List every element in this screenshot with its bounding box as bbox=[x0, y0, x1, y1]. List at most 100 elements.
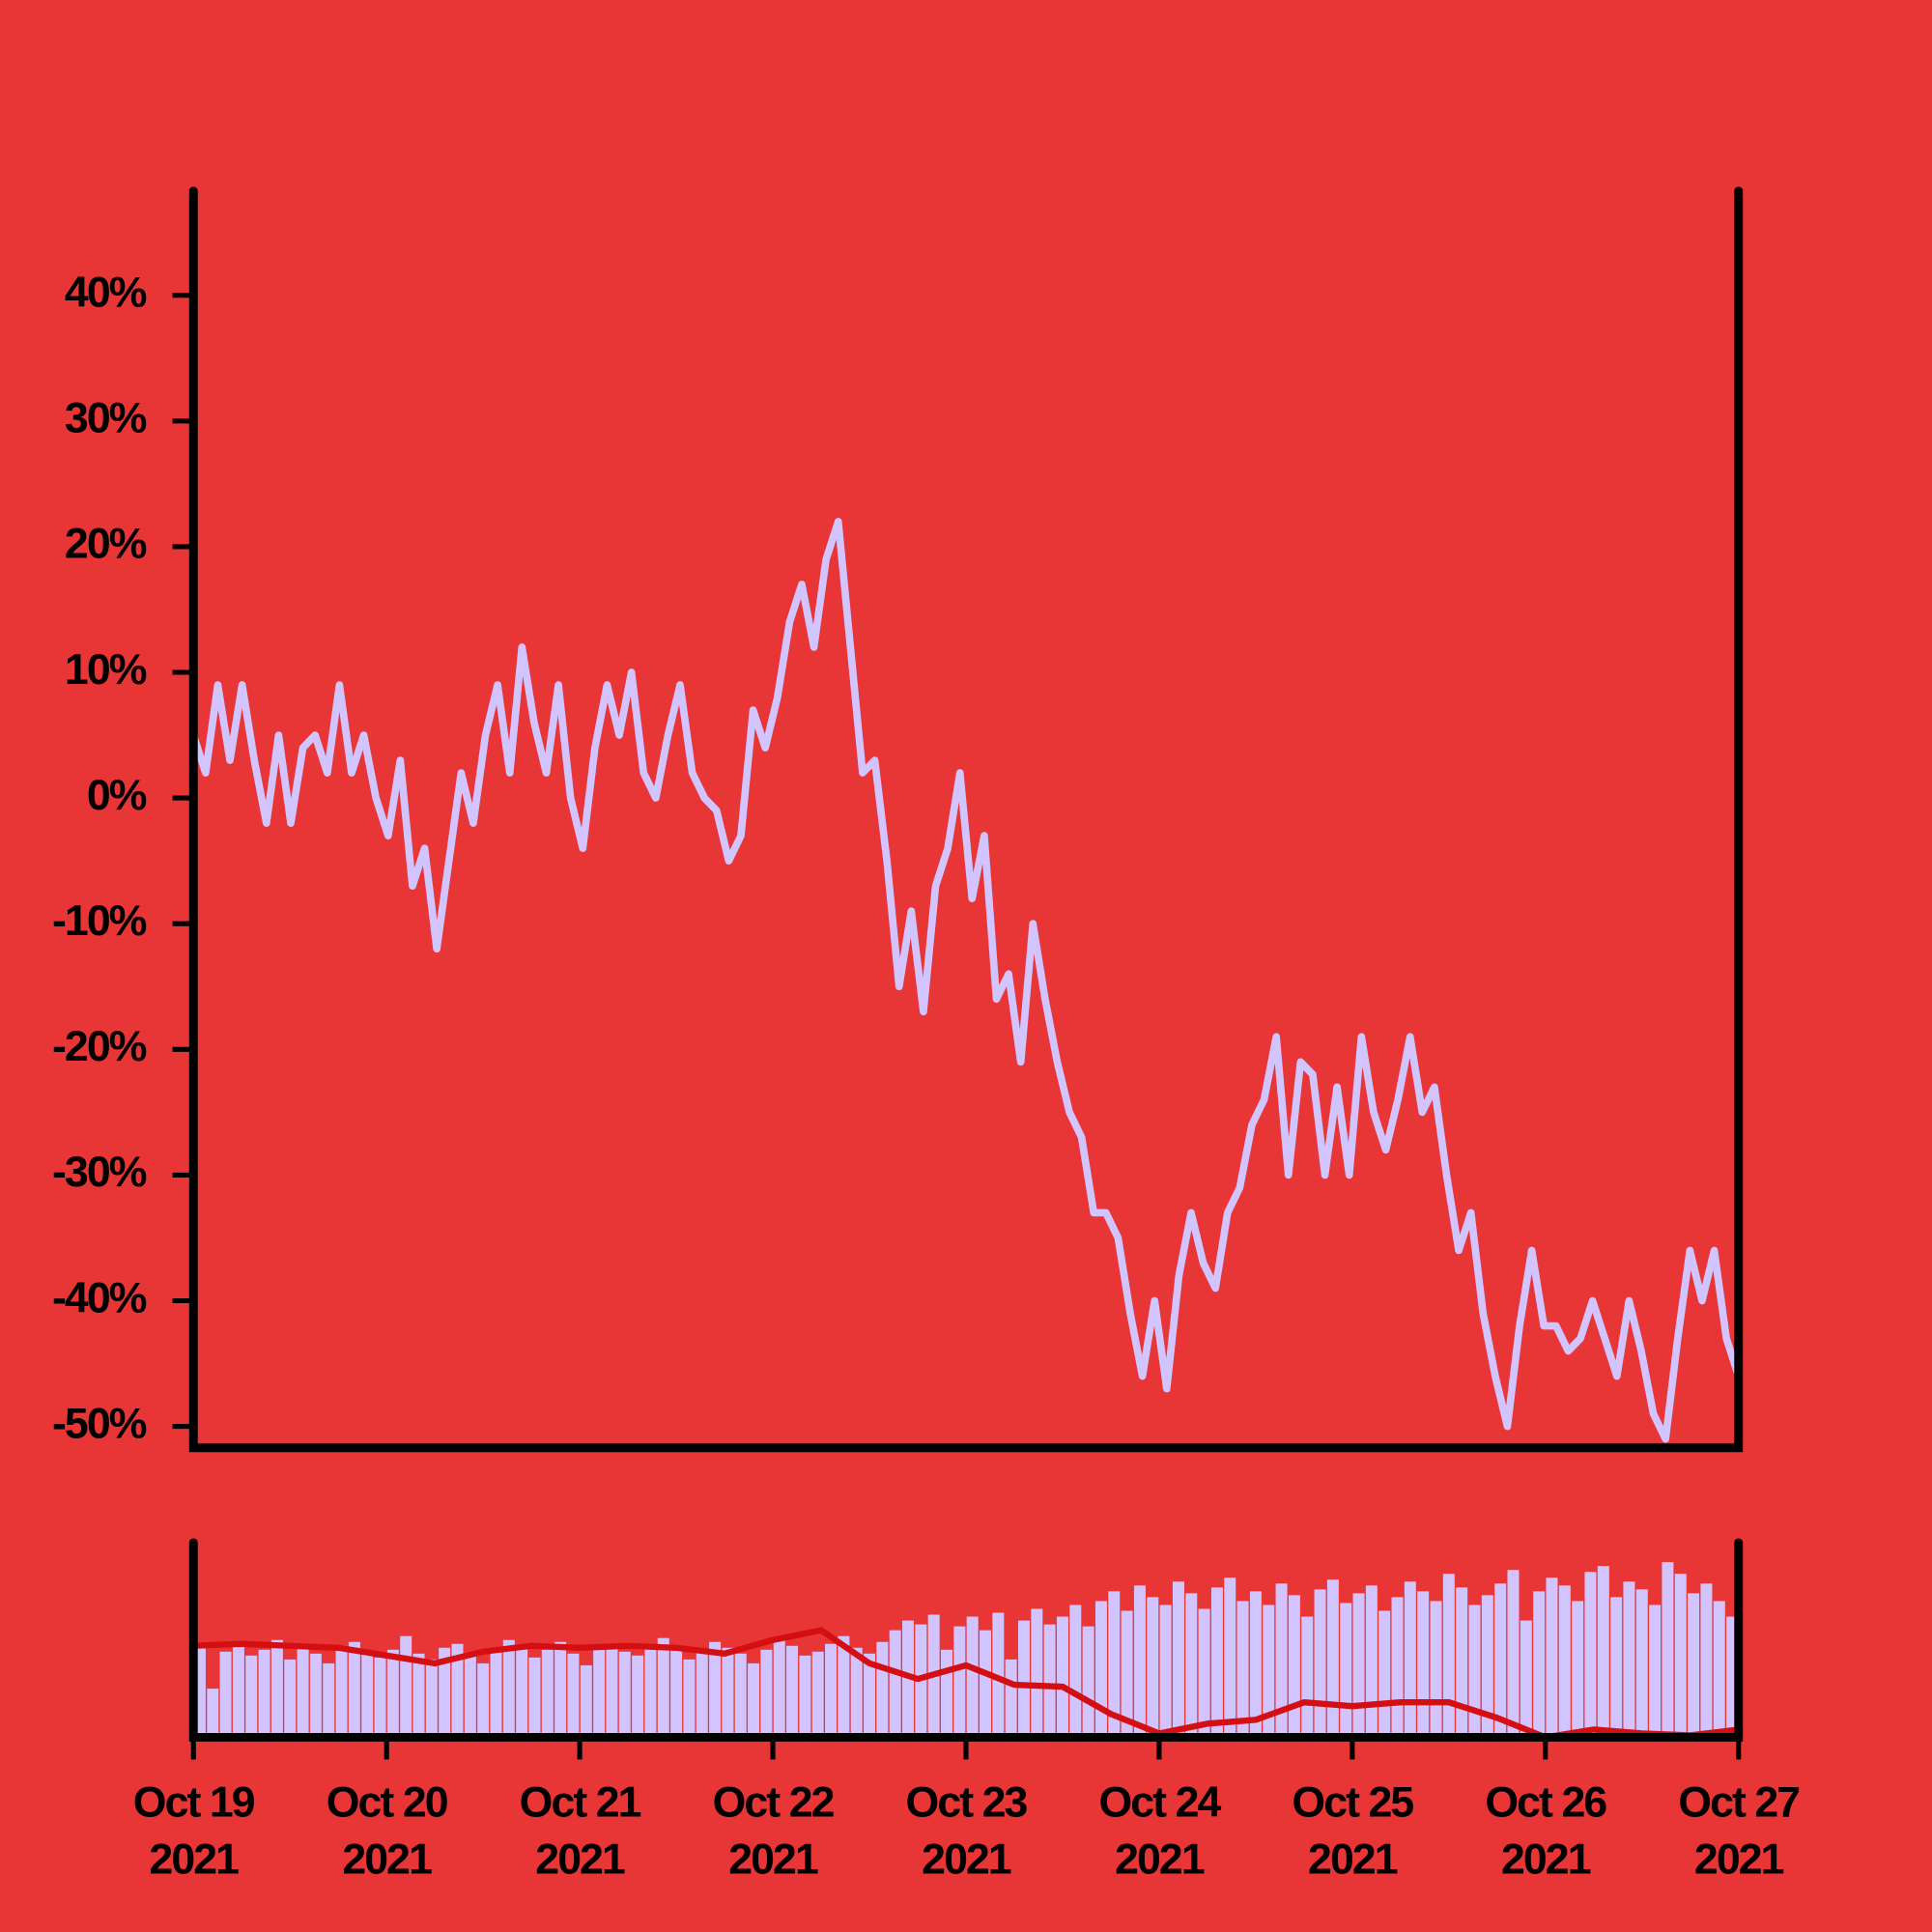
volume-bar bbox=[1417, 1591, 1430, 1738]
volume-bar bbox=[528, 1657, 541, 1738]
x-tick-label: Oct 23 2021 bbox=[906, 1778, 1028, 1883]
volume-bar bbox=[541, 1649, 554, 1738]
y-tick-label: -10% bbox=[52, 897, 147, 945]
volume-bar bbox=[748, 1662, 760, 1738]
x-tick-label-line: 2021 bbox=[728, 1835, 818, 1883]
volume-bar bbox=[439, 1647, 451, 1738]
volume-bar bbox=[1031, 1608, 1043, 1738]
y-tick-label: -40% bbox=[52, 1274, 147, 1321]
x-tick-label-line: Oct 19 bbox=[133, 1778, 255, 1826]
y-tick-label: 30% bbox=[65, 395, 147, 442]
volume-bar bbox=[1546, 1577, 1558, 1738]
volume-bar bbox=[1005, 1659, 1017, 1738]
volume-bar bbox=[1688, 1593, 1700, 1738]
volume-bar bbox=[799, 1655, 811, 1738]
volume-bar bbox=[786, 1645, 799, 1738]
volume-bar bbox=[1185, 1593, 1198, 1738]
volume-bar bbox=[734, 1653, 747, 1738]
x-tick-label-line: 2021 bbox=[535, 1835, 625, 1883]
volume-bar bbox=[618, 1651, 631, 1738]
volume-bar bbox=[219, 1651, 232, 1738]
volume-bar bbox=[258, 1649, 270, 1738]
volume-bar bbox=[1520, 1620, 1532, 1738]
volume-bar bbox=[502, 1639, 515, 1738]
volume-bar bbox=[309, 1653, 322, 1738]
volume-bar bbox=[1159, 1605, 1172, 1738]
volume-line bbox=[193, 1627, 1740, 1741]
volume-bar bbox=[1017, 1620, 1030, 1738]
x-tick-label-line: 2021 bbox=[342, 1835, 432, 1883]
x-tick-label: Oct 24 2021 bbox=[1098, 1778, 1221, 1883]
price-panel: -50% -40% -30% -20% -10% 0% 10% 20% 30% 40% bbox=[52, 186, 1744, 1453]
volume-bar bbox=[1404, 1581, 1416, 1738]
price-line bbox=[189, 518, 1743, 1443]
volume-bar bbox=[670, 1649, 683, 1738]
volume-bar bbox=[1121, 1610, 1133, 1738]
volume-bar bbox=[838, 1635, 850, 1738]
volume-bar bbox=[889, 1630, 901, 1738]
volume-bar bbox=[1198, 1608, 1210, 1738]
volume-bar bbox=[1082, 1626, 1094, 1738]
volume-bar bbox=[760, 1649, 773, 1738]
x-tick-label-line: 2021 bbox=[922, 1835, 1011, 1883]
volume-bar bbox=[1662, 1562, 1674, 1738]
volume-bar bbox=[348, 1641, 360, 1738]
volume-bar bbox=[953, 1626, 966, 1738]
x-tick-label-line: Oct 23 bbox=[906, 1778, 1028, 1826]
volume-bar bbox=[1094, 1601, 1107, 1738]
volume-bar bbox=[1584, 1572, 1597, 1738]
x-tick-label-line: Oct 20 bbox=[327, 1778, 447, 1826]
volume-bar bbox=[464, 1655, 476, 1738]
x-tick-label: Oct 27 2021 bbox=[1678, 1778, 1799, 1883]
volume-bar bbox=[1442, 1574, 1455, 1738]
volume-bar bbox=[1507, 1570, 1520, 1738]
volume-bar bbox=[1610, 1597, 1623, 1738]
volume-bar bbox=[1301, 1616, 1314, 1738]
volume-bar bbox=[1700, 1583, 1713, 1738]
y-tick-label: -20% bbox=[52, 1023, 147, 1070]
volume-bar bbox=[425, 1659, 438, 1738]
volume-bar bbox=[1649, 1605, 1662, 1738]
x-tick-label-line: Oct 24 bbox=[1098, 1778, 1221, 1826]
volume-bar bbox=[1249, 1591, 1262, 1738]
volume-bar bbox=[657, 1637, 669, 1738]
volume-bar bbox=[1043, 1624, 1056, 1738]
volume-bar bbox=[1275, 1583, 1288, 1738]
volume-bar bbox=[773, 1639, 785, 1738]
volume-bar bbox=[825, 1643, 838, 1738]
volume-bar bbox=[632, 1655, 644, 1738]
x-tick-label-line: Oct 25 bbox=[1292, 1778, 1413, 1826]
volume-bar bbox=[1597, 1566, 1609, 1738]
x-tick-label-line: 2021 bbox=[149, 1835, 239, 1883]
x-tick-label: Oct 22 2021 bbox=[713, 1778, 835, 1883]
volume-bar bbox=[709, 1641, 722, 1738]
y-tick-label: -50% bbox=[52, 1400, 147, 1447]
x-tick-label: Oct 20 2021 bbox=[327, 1778, 447, 1883]
volume-bar bbox=[1558, 1585, 1571, 1738]
volume-bar bbox=[245, 1655, 258, 1738]
volume-bar bbox=[1456, 1587, 1468, 1738]
volume-bar bbox=[412, 1653, 425, 1738]
volume-bar bbox=[297, 1647, 309, 1738]
volume-bar bbox=[567, 1653, 580, 1738]
volume-bar bbox=[1108, 1591, 1121, 1738]
volume-bar bbox=[1635, 1589, 1648, 1738]
volume-bar bbox=[593, 1647, 606, 1738]
volume-bar bbox=[400, 1635, 412, 1738]
volume-bar bbox=[1430, 1601, 1442, 1738]
x-tick-label: Oct 25 2021 bbox=[1292, 1778, 1413, 1883]
volume-bar bbox=[1494, 1583, 1507, 1738]
x-tick-label-line: Oct 22 bbox=[713, 1778, 835, 1826]
volume-bar bbox=[966, 1616, 979, 1738]
volume-bar bbox=[284, 1659, 297, 1738]
x-tick-label-line: Oct 26 bbox=[1485, 1778, 1606, 1826]
volume-bar bbox=[1391, 1597, 1404, 1738]
volume-bar bbox=[941, 1649, 953, 1738]
y-tick-label: 20% bbox=[65, 521, 147, 568]
y-tick-label: 10% bbox=[65, 646, 147, 694]
volume-bar bbox=[361, 1651, 374, 1738]
volume-bar bbox=[516, 1645, 528, 1738]
